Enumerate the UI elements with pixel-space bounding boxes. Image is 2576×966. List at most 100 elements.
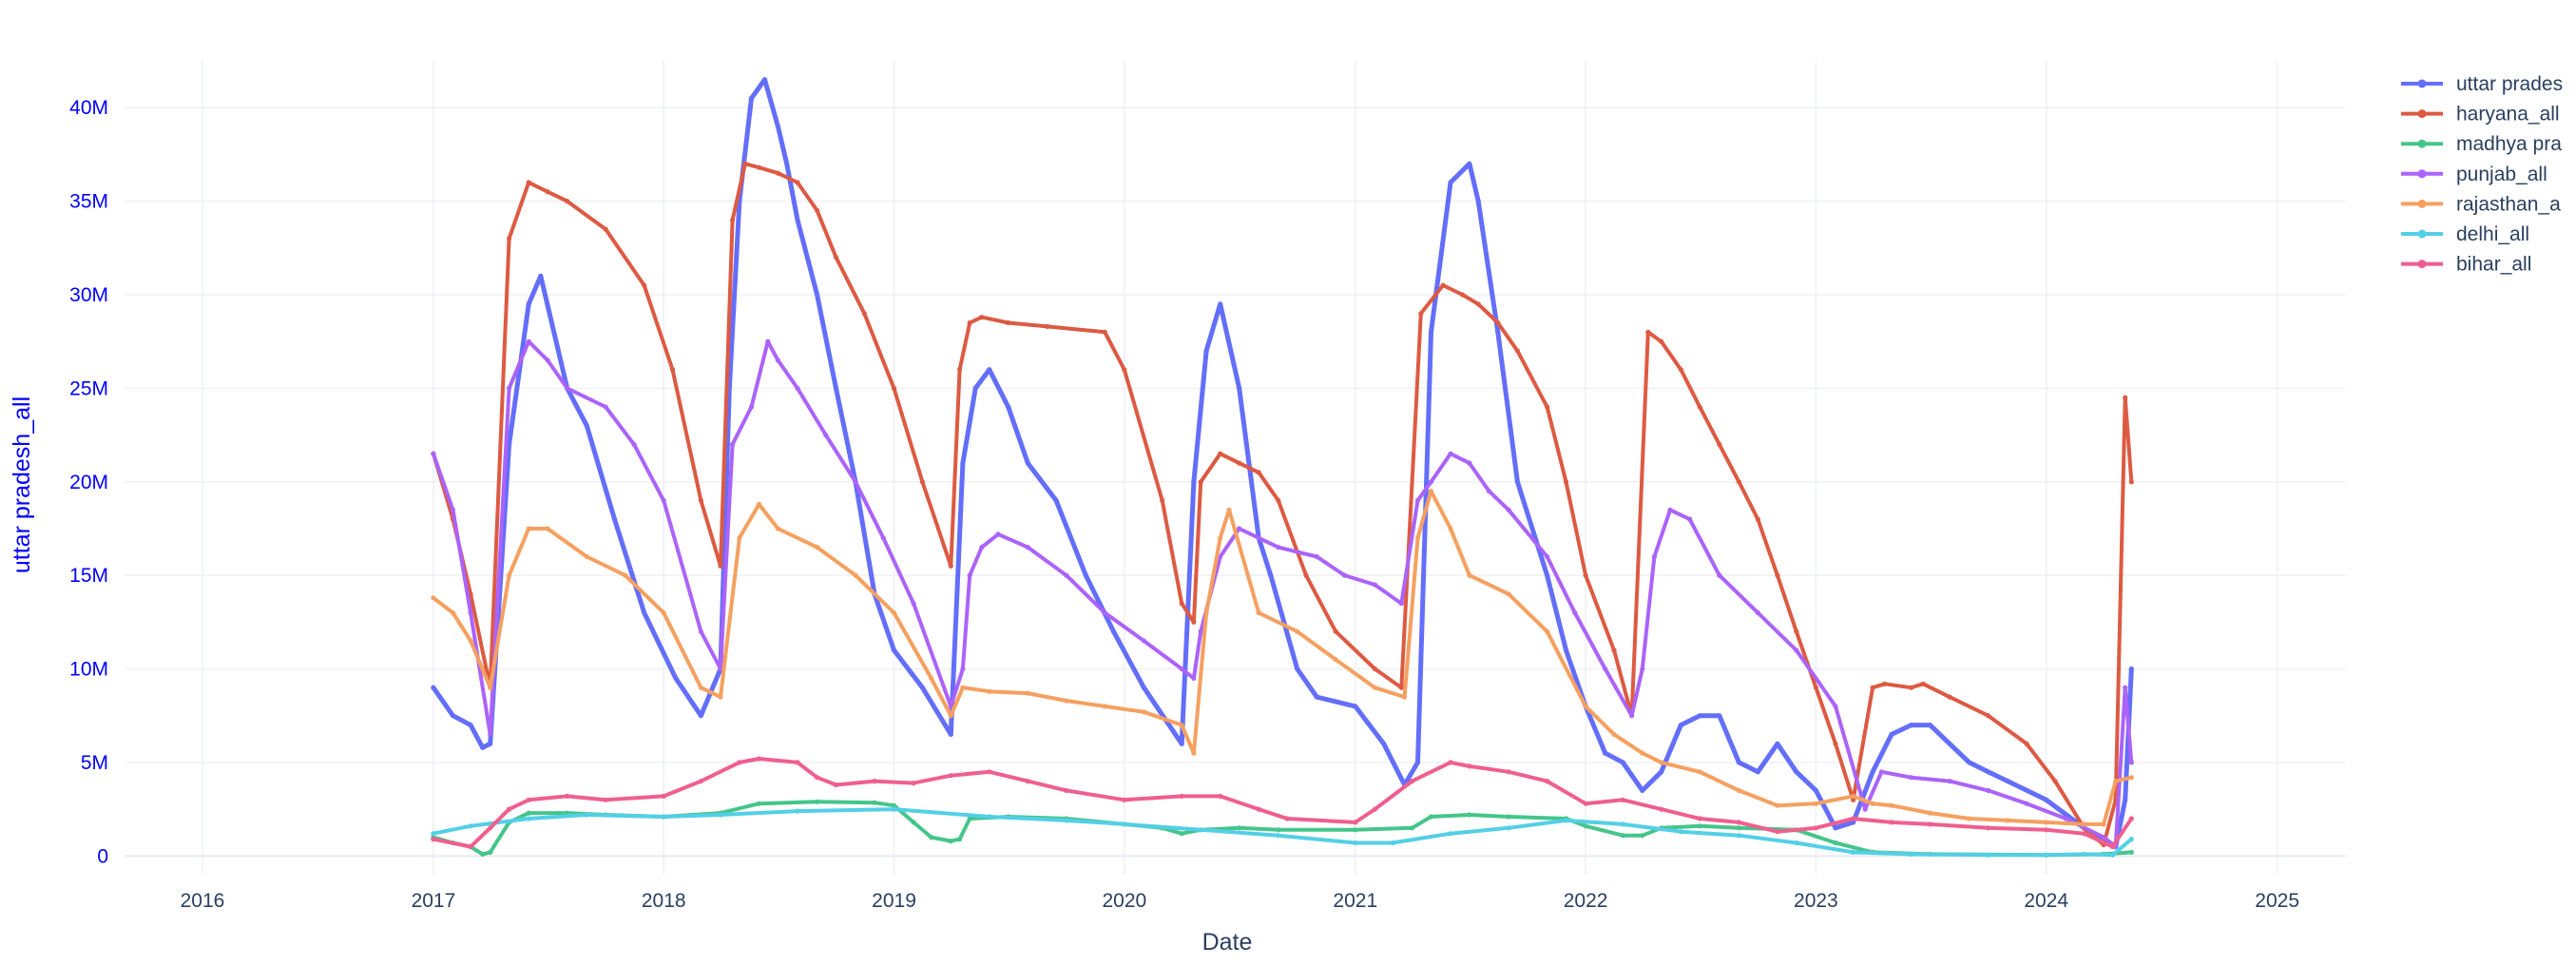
series-layer (431, 77, 2134, 858)
data-point (1276, 545, 1281, 551)
data-point (468, 723, 473, 728)
data-point (2109, 852, 2115, 858)
data-point (1986, 852, 1991, 858)
data-point (948, 563, 953, 569)
data-point (1909, 775, 1914, 781)
data-point (584, 423, 589, 429)
data-point (833, 385, 839, 391)
data-point (1064, 787, 1069, 794)
data-point (718, 563, 723, 569)
data-point (1659, 760, 1664, 765)
legend-item[interactable]: bihar_all (2401, 254, 2531, 276)
data-point (623, 572, 628, 578)
data-point (468, 609, 473, 616)
legend-item[interactable]: haryana_all (2401, 104, 2560, 126)
data-point (2005, 818, 2010, 823)
data-point (730, 441, 736, 447)
data-point (603, 404, 608, 410)
data-point (1667, 507, 1673, 512)
data-point (673, 675, 679, 682)
data-point (565, 199, 570, 204)
data-point (1755, 769, 1760, 775)
data-point (1506, 507, 1511, 512)
data-point (698, 779, 704, 784)
y-tick-label: 20M (69, 472, 108, 493)
data-point (1475, 199, 1481, 204)
data-point (1448, 831, 1453, 837)
data-point (2101, 821, 2106, 827)
data-point (737, 535, 742, 541)
data-point (784, 161, 790, 166)
data-point (1428, 479, 1434, 485)
data-point (1276, 827, 1281, 833)
data-point (2044, 827, 2049, 833)
data-point (1256, 470, 1261, 475)
data-point (1640, 833, 1645, 839)
data-point (526, 810, 531, 816)
legend-item[interactable]: uttar prades (2401, 73, 2563, 95)
data-point (1198, 827, 1203, 833)
data-point (919, 479, 926, 485)
data-point (795, 180, 800, 185)
data-point (2123, 797, 2128, 802)
data-point (1218, 793, 1223, 800)
data-point (1775, 572, 1780, 578)
data-point (1611, 647, 1617, 653)
data-point (1122, 797, 1127, 802)
series-line-haryana-all (431, 162, 2134, 847)
data-point (1398, 601, 1404, 607)
data-point (1353, 704, 1358, 709)
data-point (1475, 301, 1481, 307)
y-axis-title: uttar pradesh_all (9, 396, 35, 573)
data-point (1414, 760, 1421, 765)
data-point (642, 282, 647, 288)
data-point (1402, 694, 1408, 700)
data-point (1179, 666, 1184, 672)
legend-item[interactable]: punjab_all (2401, 164, 2547, 185)
data-point (698, 628, 704, 634)
legend-label: punjab_all (2456, 164, 2547, 185)
legend-item[interactable]: rajasthan_a (2401, 193, 2561, 215)
data-point (1545, 404, 1550, 410)
data-point (1717, 441, 1722, 447)
series-line-rajasthan-all (431, 489, 2134, 826)
data-point (526, 816, 531, 821)
data-point (929, 675, 934, 682)
legend-item[interactable]: delhi_all (2401, 223, 2529, 245)
data-point (1506, 591, 1511, 597)
data-point (1640, 750, 1645, 756)
data-point (669, 367, 676, 373)
data-point (545, 526, 550, 531)
legend-item[interactable]: madhya pra (2401, 133, 2562, 155)
data-point (1986, 825, 1991, 831)
data-point (1986, 787, 1991, 794)
data-point (1203, 348, 1209, 354)
data-point (1909, 685, 1914, 690)
x-tick-label: 2023 (1794, 890, 1838, 912)
data-point (833, 782, 839, 788)
y-tick-label: 30M (69, 284, 108, 306)
data-point (891, 802, 897, 808)
data-point (603, 226, 608, 232)
data-point (1620, 821, 1625, 827)
data-point (1191, 619, 1197, 625)
data-point (1717, 572, 1722, 578)
data-point (1927, 810, 1933, 816)
legend-label: bihar_all (2456, 254, 2531, 276)
data-point (2081, 831, 2087, 837)
data-point (891, 385, 897, 391)
data-point (661, 814, 666, 820)
data-point (431, 595, 436, 601)
data-point (1203, 609, 1209, 616)
data-point (1851, 849, 1856, 856)
x-tick-label: 2016 (181, 890, 225, 912)
legend-label: rajasthan_a (2456, 193, 2561, 215)
data-point (1122, 821, 1127, 827)
data-point (795, 217, 800, 222)
data-point (967, 572, 972, 578)
data-point (737, 760, 742, 765)
data-point (2052, 779, 2058, 784)
data-point (2128, 816, 2134, 821)
data-point (1353, 840, 1358, 846)
